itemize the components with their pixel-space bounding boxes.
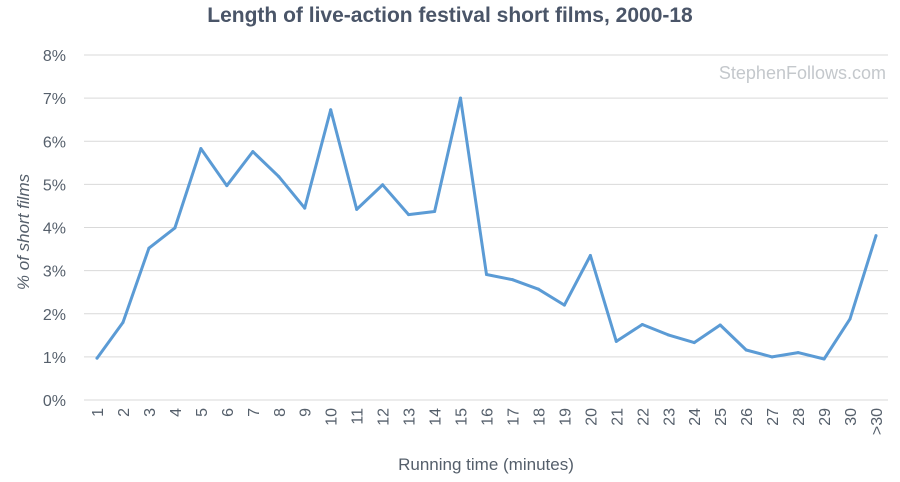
x-tick-label: 9	[298, 408, 315, 417]
data-point	[796, 351, 800, 355]
data-point	[822, 357, 826, 361]
data-point	[614, 339, 618, 343]
x-tick-label: 7	[246, 408, 263, 417]
x-tick-label: 22	[635, 408, 652, 426]
x-tick-label: 6	[220, 408, 237, 417]
x-tick-label: 2	[116, 408, 133, 417]
y-axis-label: % of short films	[14, 173, 33, 290]
watermark: StephenFollows.com	[718, 63, 886, 83]
x-tick-label: 21	[609, 408, 626, 426]
x-tick-label: 10	[324, 408, 341, 426]
x-tick-label: 13	[402, 408, 419, 426]
y-tick-label: 7%	[43, 91, 66, 108]
data-point	[329, 108, 333, 112]
data-point	[303, 206, 307, 210]
x-tick-label: 24	[687, 408, 704, 426]
data-point	[510, 278, 514, 282]
series-line	[95, 96, 878, 361]
x-tick-label: 27	[765, 408, 782, 426]
x-tick-label: 16	[480, 408, 497, 426]
x-tick-label: 1	[90, 408, 107, 417]
x-tick-label: 23	[661, 408, 678, 426]
data-point	[770, 355, 774, 359]
x-tick-label: 5	[194, 408, 211, 417]
x-tick-label: 8	[272, 408, 289, 417]
y-tick-label: 6%	[43, 134, 66, 151]
data-point	[433, 210, 437, 214]
chart-title: Length of live-action festival short fil…	[207, 4, 693, 27]
data-point	[485, 273, 488, 277]
x-axis-ticks: 1 2 3 4 5 6 7 8 9 10 11 12 13 14 15 16 17 18 19 20 21 22 23 24 2…	[90, 408, 886, 435]
y-axis-ticks: 0% 1% 2% 3% 4% 5% 6% 7% 8%	[43, 48, 66, 410]
x-tick-label: 26	[739, 408, 756, 426]
y-tick-label: 3%	[43, 264, 66, 281]
x-tick-label: 11	[350, 408, 367, 425]
data-point	[874, 234, 878, 238]
data-point	[355, 207, 359, 211]
y-tick-label: 1%	[43, 350, 66, 367]
data-point	[744, 348, 748, 352]
data-point	[147, 246, 151, 250]
data-point	[95, 356, 99, 360]
x-tick-label: 14	[428, 408, 445, 426]
series-layer	[95, 96, 878, 361]
data-point	[536, 287, 540, 291]
x-tick-label: 3	[142, 408, 159, 417]
x-tick-label: 29	[817, 408, 834, 426]
data-point	[251, 150, 255, 154]
data-point	[173, 226, 177, 230]
x-tick-label: 18	[531, 408, 548, 426]
x-tick-label: 4	[168, 408, 185, 417]
x-tick-label: 30	[843, 408, 860, 426]
y-tick-label: 0%	[43, 393, 66, 410]
gridlines	[84, 54, 888, 401]
y-tick-label: 5%	[43, 177, 66, 194]
data-point	[588, 254, 592, 258]
data-point	[718, 323, 722, 327]
data-point	[692, 341, 696, 345]
x-tick-label: 17	[505, 408, 522, 426]
data-point	[640, 323, 644, 327]
x-tick-label: 19	[557, 408, 574, 426]
y-tick-label: 2%	[43, 307, 66, 324]
data-point	[407, 213, 411, 217]
x-tick-label: 28	[791, 408, 808, 426]
x-tick-label: 20	[583, 408, 600, 426]
x-tick-label: 15	[454, 408, 471, 426]
y-tick-label: 4%	[43, 221, 66, 238]
data-point	[381, 183, 385, 187]
data-point	[562, 303, 566, 307]
data-point	[459, 96, 463, 100]
data-point	[121, 320, 125, 324]
x-axis-label: Running time (minutes)	[398, 455, 574, 474]
data-point	[199, 147, 203, 151]
x-tick-label: 25	[713, 408, 730, 426]
data-point	[225, 184, 229, 188]
x-tick-label: 12	[376, 408, 393, 426]
data-point	[848, 317, 852, 321]
y-tick-label: 8%	[43, 48, 66, 65]
data-point	[277, 175, 281, 179]
x-tick-label: >30	[869, 408, 886, 435]
data-point	[666, 333, 670, 337]
